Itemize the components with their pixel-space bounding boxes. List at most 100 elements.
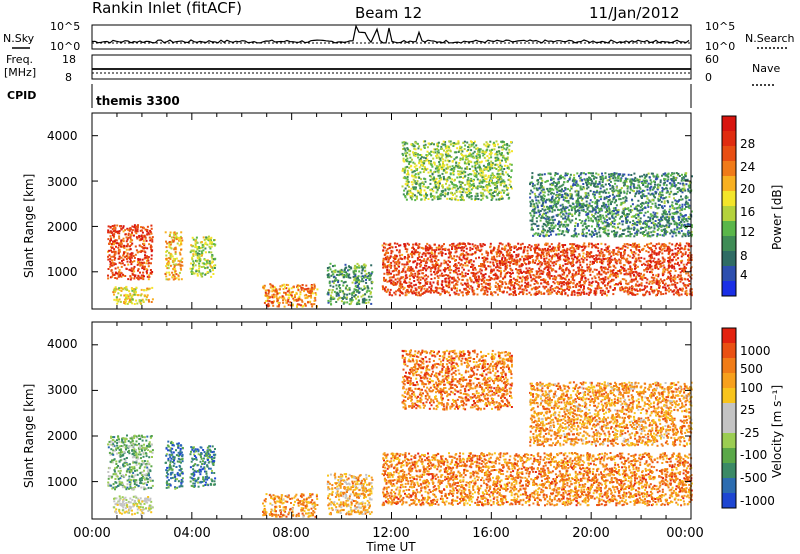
echo-cell bbox=[453, 255, 456, 258]
echo-cell bbox=[351, 292, 354, 295]
echo-cell bbox=[535, 287, 538, 290]
echo-cell bbox=[495, 253, 498, 255]
echo-cell bbox=[546, 260, 549, 263]
echo-cell bbox=[365, 281, 368, 284]
echo-cell bbox=[123, 300, 125, 303]
echo-cell bbox=[400, 285, 403, 288]
echo-cell bbox=[327, 291, 330, 294]
echo-cell bbox=[623, 250, 625, 253]
echo-cell bbox=[426, 242, 429, 245]
echo-cell bbox=[581, 271, 584, 274]
echo-cell bbox=[166, 249, 169, 252]
echo-cell bbox=[191, 258, 194, 261]
echo-cell bbox=[427, 252, 430, 255]
echo-cell bbox=[202, 236, 205, 239]
echo-cell bbox=[335, 284, 338, 287]
echo-cell bbox=[173, 275, 176, 278]
echo-cell bbox=[134, 288, 137, 291]
echo-cell bbox=[316, 288, 319, 291]
echo-cell bbox=[477, 280, 480, 283]
echo-cell bbox=[648, 293, 651, 296]
echo-cell bbox=[114, 263, 117, 266]
echo-cell bbox=[475, 257, 477, 260]
echo-cell bbox=[444, 268, 447, 271]
echo-cell bbox=[444, 277, 447, 280]
echo-cell bbox=[459, 273, 462, 276]
echo-cell bbox=[345, 271, 348, 274]
echo-cell bbox=[326, 269, 329, 272]
echo-cell bbox=[395, 290, 398, 293]
freq-panel: Freq. [MHz] 18 8 60 0 Nave bbox=[4, 53, 780, 86]
echo-cell bbox=[462, 249, 465, 252]
echo-cell bbox=[437, 291, 440, 294]
echo-cell bbox=[506, 266, 508, 269]
echo-cell bbox=[408, 166, 411, 169]
echo-cell bbox=[456, 276, 459, 279]
echo-cell bbox=[653, 281, 656, 284]
echo-cell bbox=[494, 158, 497, 161]
echo-cell bbox=[568, 288, 570, 291]
beam-title: Beam 12 bbox=[355, 4, 422, 22]
echo-cell bbox=[201, 254, 203, 257]
echo-cell bbox=[422, 260, 425, 262]
echo-cell bbox=[631, 268, 634, 271]
echo-cell bbox=[146, 287, 149, 290]
echo-cell bbox=[500, 251, 503, 254]
echo-cell bbox=[140, 238, 143, 241]
echo-cell bbox=[268, 300, 271, 303]
echo-cell bbox=[537, 243, 540, 246]
echo-cell bbox=[301, 286, 304, 289]
echo-cell bbox=[527, 271, 530, 274]
echo-cell bbox=[614, 266, 617, 269]
echo-cell bbox=[128, 299, 131, 302]
echo-cell bbox=[510, 185, 512, 188]
echo-cell bbox=[315, 293, 318, 296]
echo-cell bbox=[464, 171, 467, 174]
echo-cell bbox=[460, 152, 463, 155]
echo-cell bbox=[193, 250, 196, 253]
echo-cell bbox=[643, 273, 646, 276]
echo-cell bbox=[194, 243, 197, 246]
echo-cell bbox=[342, 276, 345, 279]
echo-cell bbox=[327, 274, 330, 277]
echo-cell bbox=[168, 278, 171, 281]
echo-cell bbox=[650, 276, 653, 279]
echo-cell bbox=[443, 289, 446, 292]
echo-cell bbox=[467, 176, 470, 179]
echo-cell bbox=[619, 286, 622, 289]
echo-cell bbox=[639, 277, 642, 280]
echo-cell bbox=[364, 264, 367, 267]
echo-cell bbox=[654, 267, 657, 270]
echo-cell bbox=[381, 244, 384, 247]
echo-cell bbox=[425, 191, 427, 194]
echo-cell bbox=[131, 273, 134, 276]
echo-cell bbox=[131, 288, 133, 290]
echo-cell bbox=[333, 264, 336, 267]
echo-cell bbox=[472, 289, 475, 292]
echo-cell bbox=[468, 193, 471, 196]
echo-cell bbox=[664, 286, 667, 289]
echo-cell bbox=[114, 252, 117, 255]
echo-cell bbox=[597, 272, 600, 275]
echo-cell bbox=[466, 141, 469, 144]
echo-cell bbox=[661, 261, 664, 264]
echo-cell bbox=[670, 280, 673, 283]
echo-cell bbox=[483, 260, 486, 263]
echo-cell bbox=[490, 291, 493, 294]
echo-cell bbox=[281, 295, 284, 298]
echo-cell bbox=[131, 295, 134, 298]
echo-cell bbox=[600, 269, 603, 272]
echo-cell bbox=[351, 299, 354, 302]
echo-cell bbox=[424, 197, 427, 199]
echo-cell bbox=[616, 270, 619, 272]
echo-cell bbox=[165, 265, 168, 268]
echo-cell bbox=[135, 230, 138, 232]
echo-cell bbox=[640, 256, 643, 259]
echo-cell bbox=[405, 293, 408, 296]
echo-cell bbox=[574, 250, 577, 253]
echo-cell bbox=[657, 290, 660, 293]
echo-cell bbox=[143, 275, 145, 278]
echo-cell bbox=[472, 275, 475, 277]
echo-cell bbox=[404, 187, 407, 190]
echo-cell bbox=[198, 262, 201, 265]
